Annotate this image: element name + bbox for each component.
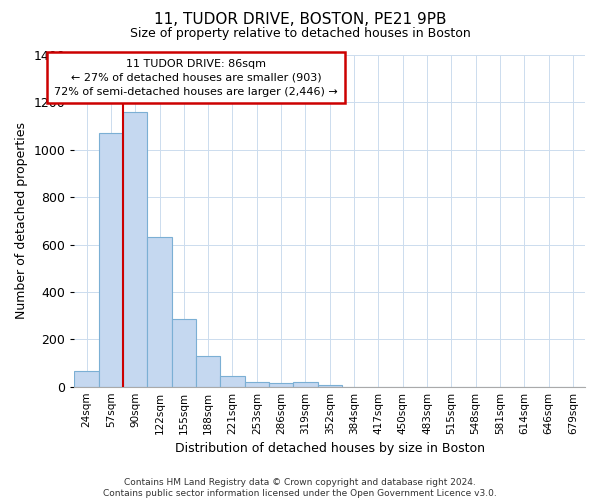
Bar bbox=[172, 319, 196, 386]
Bar bbox=[245, 382, 269, 386]
Text: Contains HM Land Registry data © Crown copyright and database right 2024.
Contai: Contains HM Land Registry data © Crown c… bbox=[103, 478, 497, 498]
Text: Size of property relative to detached houses in Boston: Size of property relative to detached ho… bbox=[130, 28, 470, 40]
Bar bbox=[123, 112, 148, 386]
Bar bbox=[196, 356, 220, 386]
Bar bbox=[148, 238, 172, 386]
Bar bbox=[99, 133, 123, 386]
Text: 11 TUDOR DRIVE: 86sqm
← 27% of detached houses are smaller (903)
72% of semi-det: 11 TUDOR DRIVE: 86sqm ← 27% of detached … bbox=[54, 58, 338, 96]
Y-axis label: Number of detached properties: Number of detached properties bbox=[15, 122, 28, 320]
Bar bbox=[220, 376, 245, 386]
X-axis label: Distribution of detached houses by size in Boston: Distribution of detached houses by size … bbox=[175, 442, 485, 455]
Bar bbox=[269, 383, 293, 386]
Bar bbox=[74, 372, 99, 386]
Text: 11, TUDOR DRIVE, BOSTON, PE21 9PB: 11, TUDOR DRIVE, BOSTON, PE21 9PB bbox=[154, 12, 446, 28]
Bar bbox=[293, 382, 317, 386]
